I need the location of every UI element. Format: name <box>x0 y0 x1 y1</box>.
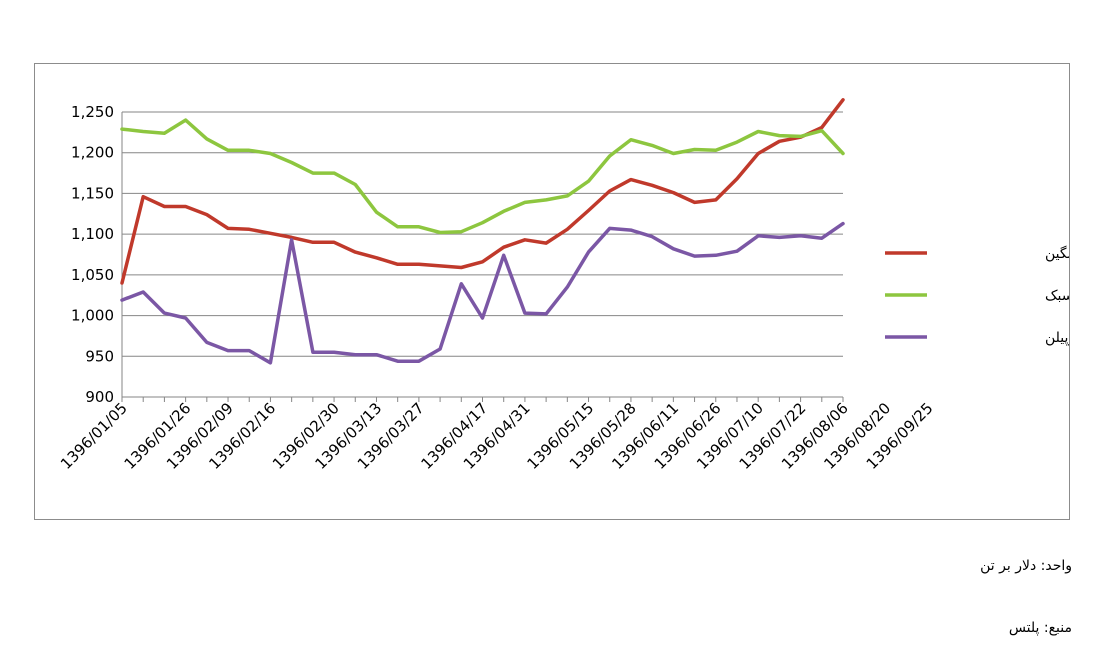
y-tick-label: 1,200 <box>71 144 114 162</box>
legend-label: پلی پروپیلن <box>1045 330 1069 346</box>
line-chart: 900 950 1,000 1,050 1,100 1,150 1,200 1,250 1396… <box>57 98 1069 473</box>
legend-label: پلی اتیلن سبک <box>1045 288 1069 304</box>
y-tick-label: 1,150 <box>71 184 114 202</box>
legend-label: پلی اتیلن سنگین <box>1045 245 1069 262</box>
y-tick-label: 1,100 <box>71 225 114 243</box>
series-line <box>120 118 845 235</box>
series-line <box>120 98 845 285</box>
chart-frame: 900 950 1,000 1,050 1,100 1,150 1,200 1,250 1396… <box>34 63 1070 520</box>
series-line <box>120 221 845 365</box>
x-tick-label: 1396/01/05 <box>57 399 131 473</box>
y-tick-label: 1,050 <box>71 266 114 284</box>
y-tick-label: 900 <box>85 388 114 406</box>
unit-note: واحد: دلار بر تن <box>980 558 1072 574</box>
source-note: منبع: پلتس <box>1008 620 1072 636</box>
y-tick-label: 950 <box>85 347 114 365</box>
y-tick-label: 1,250 <box>71 103 114 121</box>
y-tick-label: 1,000 <box>71 307 114 325</box>
